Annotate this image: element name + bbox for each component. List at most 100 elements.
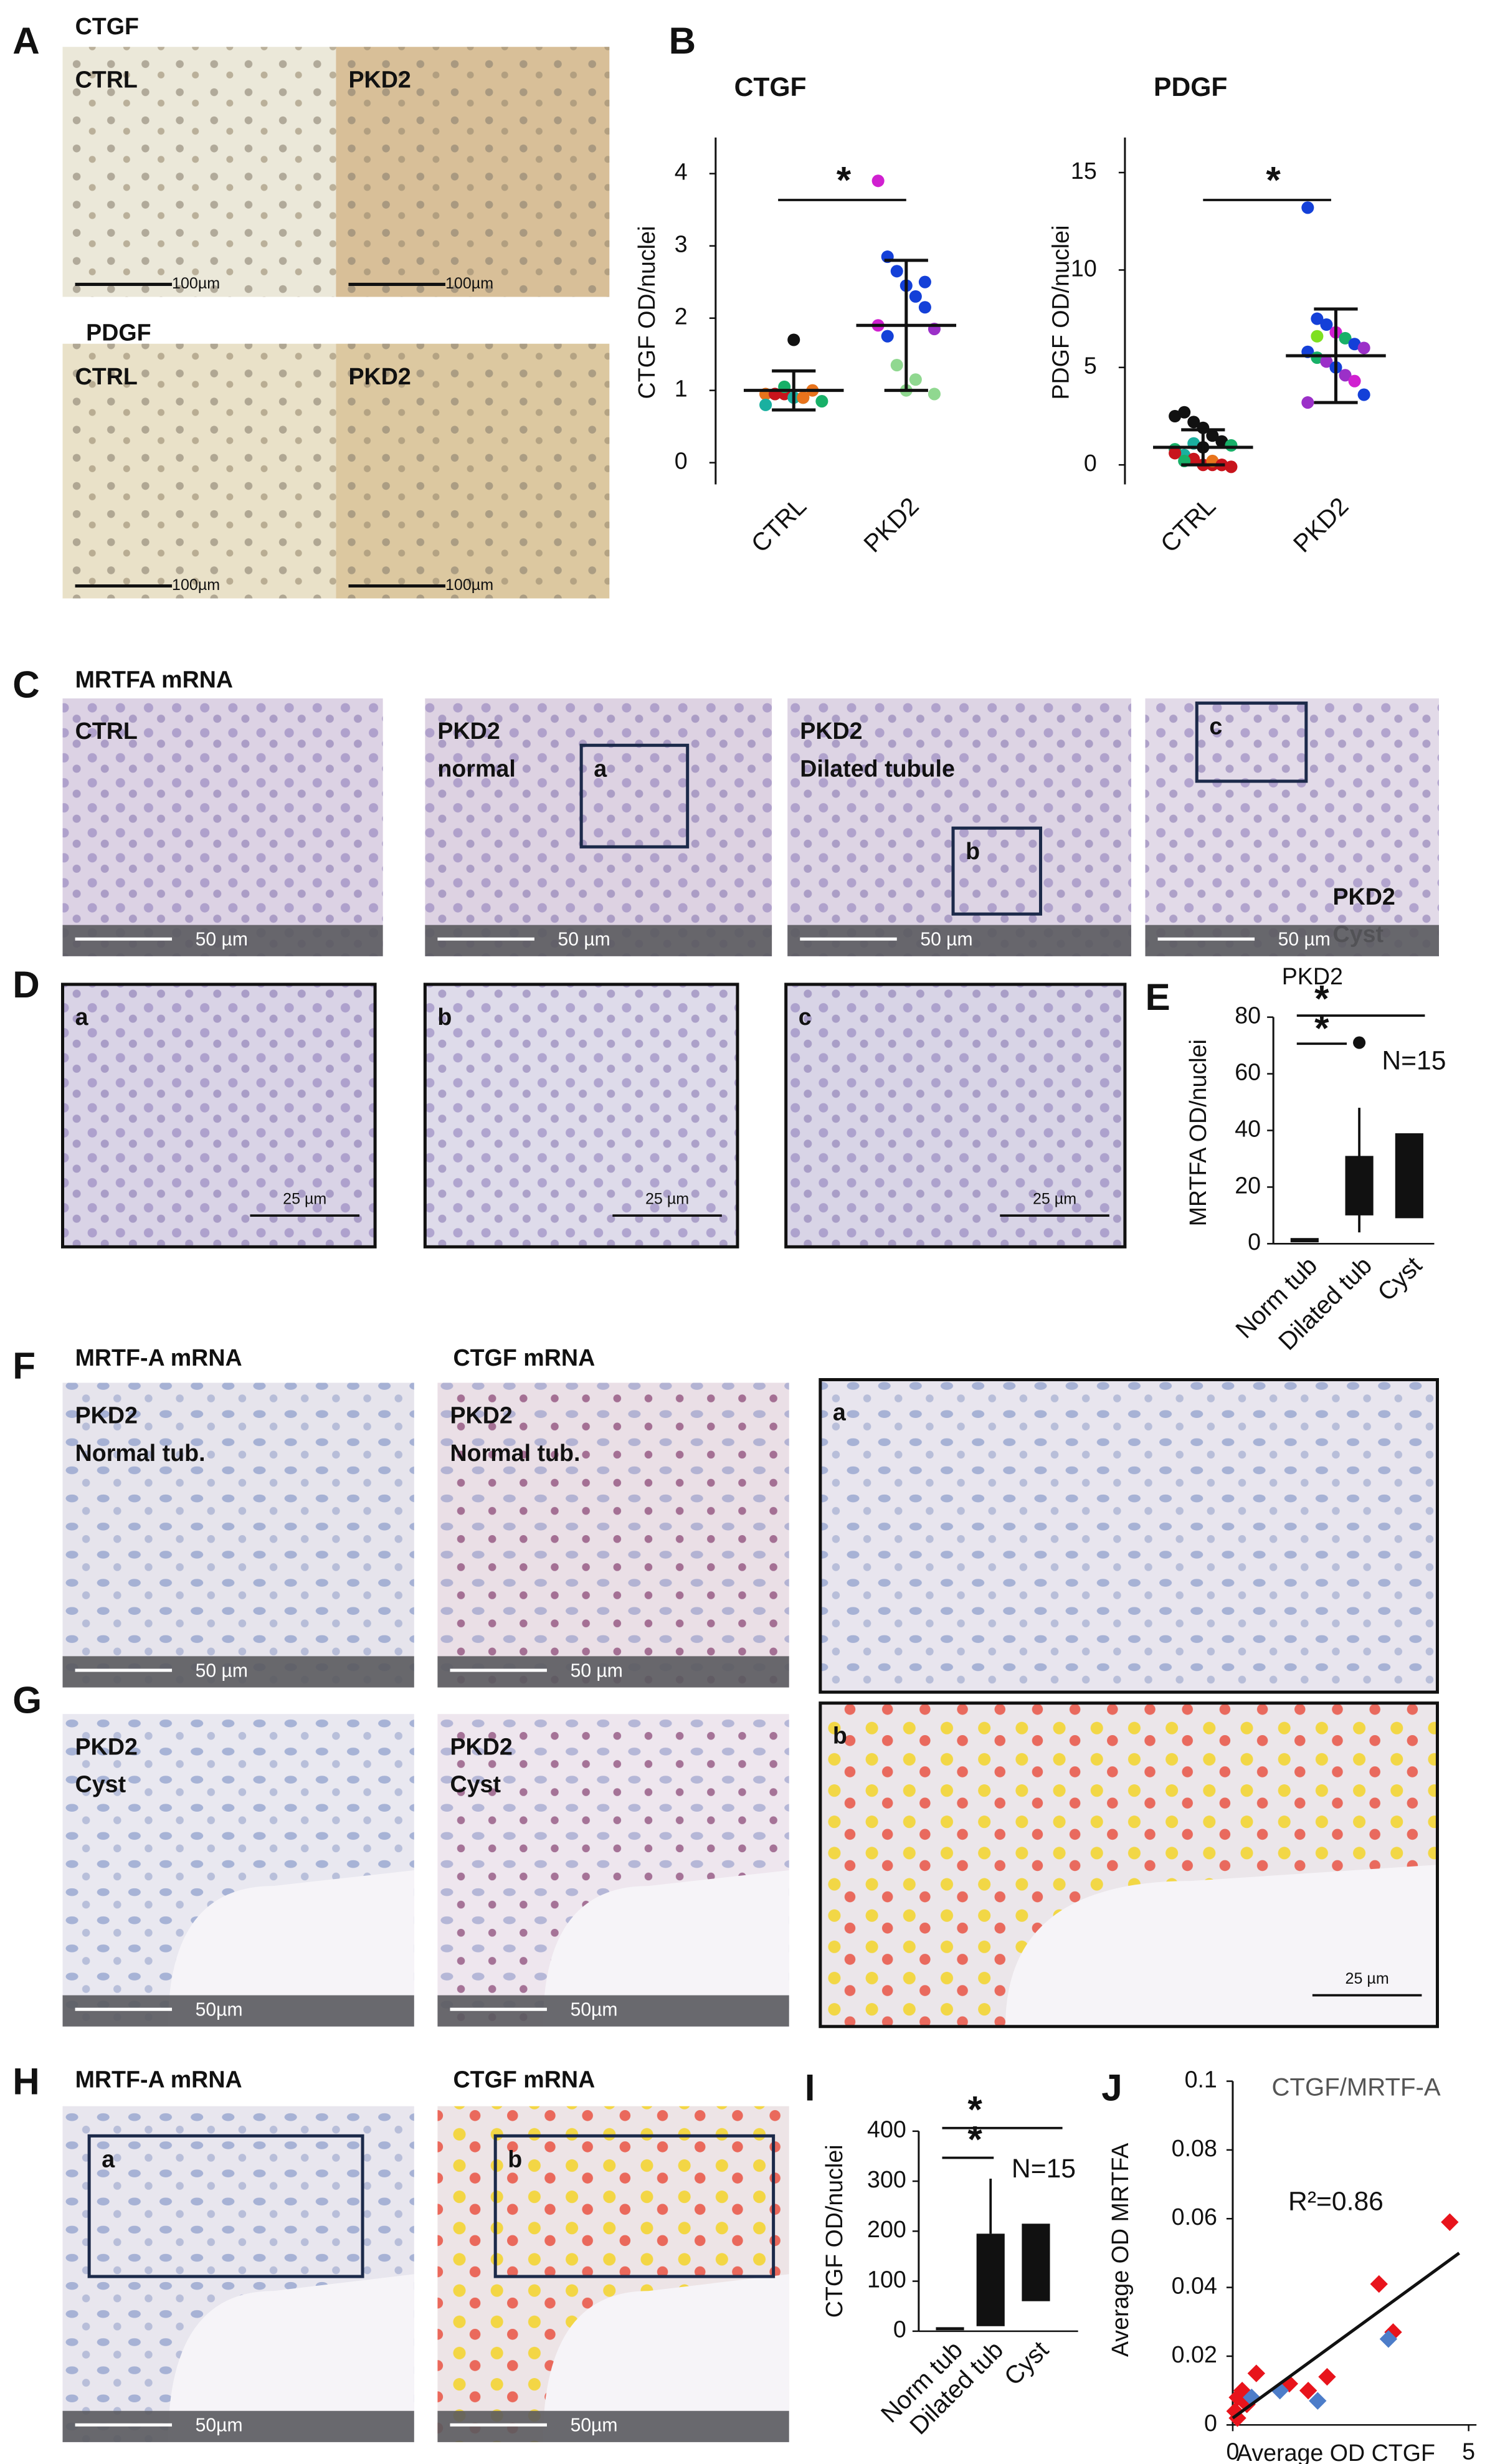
y-tick-label: 3	[675, 231, 688, 257]
panel-letter: I	[805, 2067, 815, 2109]
y-tick-label: 0.02	[1172, 2341, 1217, 2367]
y-tick-label: 400	[867, 2116, 906, 2143]
data-point	[1215, 435, 1228, 448]
data-point	[890, 265, 903, 278]
y-tick-label: 0	[1204, 2410, 1217, 2436]
x-tick-label: PKD2	[858, 492, 924, 558]
image-label: normal	[437, 755, 515, 781]
annotation: N=15	[1012, 2154, 1076, 2184]
scale-label: 25 µm	[1033, 1191, 1076, 1208]
y-axis-label: MRTFA OD/nuclei	[1185, 1039, 1211, 1226]
y-tick-label: 0.06	[1172, 2204, 1217, 2230]
data-point	[890, 359, 903, 372]
inset-label: a	[594, 755, 607, 781]
y-tick-label: 0	[1248, 1229, 1261, 1255]
image-label: PKD2	[437, 718, 500, 744]
data-point	[1247, 2364, 1266, 2382]
x-tick-label: Cyst	[999, 2336, 1054, 2391]
y-tick-label: 10	[1071, 255, 1097, 281]
panel-letter: C	[12, 664, 39, 705]
micrograph-texture	[820, 1379, 1438, 1693]
y-tick-label: 15	[1071, 158, 1097, 184]
data-point	[787, 333, 800, 346]
micrograph-texture	[437, 1382, 789, 1688]
x-tick-label: Cyst	[1372, 1251, 1428, 1306]
box	[1395, 1133, 1423, 1219]
panel-header: CTGF	[75, 13, 139, 39]
x-tick-label: CTRL	[746, 492, 812, 558]
y-axis-label: CTGF OD/nuclei	[821, 2144, 847, 2318]
micrograph-texture	[425, 698, 772, 956]
annotation: *	[967, 2089, 982, 2131]
image-border	[61, 982, 377, 1249]
micrograph-texture	[336, 47, 610, 297]
panel-header: CTGF mRNA	[453, 2066, 595, 2092]
lumen	[543, 2274, 789, 2442]
data-point	[1206, 429, 1219, 442]
image-label: PKD2	[800, 718, 862, 744]
annotation: N=15	[1382, 1046, 1446, 1076]
data-point	[1339, 331, 1352, 345]
annotation: *	[1314, 1007, 1329, 1049]
image-border	[423, 982, 739, 1249]
lumen	[168, 1870, 414, 2027]
panel-header: MRTF-A mRNA	[75, 2066, 242, 2092]
image-label: PKD2	[1332, 883, 1395, 910]
micrograph-texture	[336, 343, 610, 599]
data-point	[909, 290, 922, 303]
x-tick-label: 5	[1462, 2438, 1475, 2464]
data-point	[1301, 396, 1314, 409]
y-tick-label: 0	[893, 2316, 906, 2343]
image-label: c	[799, 1004, 812, 1030]
scale-label: 50µm	[196, 2000, 243, 2020]
scale-label: 100µm	[172, 275, 220, 292]
scale-label: 50 µm	[1278, 930, 1331, 950]
micrograph-texture	[425, 984, 738, 1247]
data-point	[1320, 318, 1333, 331]
inset-label: b	[508, 2146, 522, 2172]
annotation: *	[967, 2118, 982, 2160]
data-point	[1225, 439, 1238, 452]
scale-label: 100µm	[172, 576, 220, 594]
image-label: a	[75, 1004, 89, 1030]
image-label: PKD2	[75, 1402, 138, 1429]
image-label: CTRL	[75, 66, 138, 92]
y-tick-label: 60	[1235, 1059, 1261, 1085]
image-label: Normal tub.	[75, 1440, 206, 1466]
data-point	[1311, 312, 1324, 325]
x-tick-label: CTRL	[1155, 492, 1221, 558]
panel-header: PDGF	[86, 320, 151, 346]
lumen	[168, 2274, 414, 2442]
trendline	[1232, 2252, 1460, 2420]
micrograph-texture	[62, 698, 383, 956]
y-axis-label: CTGF OD/nuclei	[634, 226, 660, 399]
inset-box	[579, 743, 690, 849]
annotation: *	[1266, 159, 1281, 201]
micrograph-texture	[62, 1382, 414, 1688]
panel-letter: G	[12, 1680, 42, 1721]
lumen	[1005, 1865, 1438, 2027]
panel-header: MRTF-A mRNA	[75, 1344, 242, 1371]
data-point	[1169, 447, 1182, 460]
data-point	[1225, 460, 1238, 473]
data-point	[1169, 409, 1182, 423]
image-label: Normal tub.	[450, 1440, 580, 1466]
micrograph-texture	[62, 47, 336, 297]
y-tick-label: 0.04	[1172, 2273, 1217, 2299]
box	[1345, 1156, 1374, 1215]
chart-title: PKD2	[1282, 963, 1343, 989]
image-label: b	[437, 1004, 452, 1030]
y-axis-label: PDGF OD/nuclei	[1048, 226, 1074, 400]
inset-label: c	[1209, 713, 1222, 740]
data-point	[871, 174, 885, 188]
image-label: PKD2	[348, 363, 411, 389]
data-point	[1187, 452, 1200, 465]
panel-letter: H	[12, 2060, 39, 2102]
annotation: R²=0.86	[1288, 2186, 1384, 2216]
x-tick-label: PKD2	[1288, 492, 1354, 558]
y-tick-label: 5	[1084, 353, 1097, 379]
scale-label: 100µm	[445, 576, 493, 594]
data-point	[1311, 330, 1324, 343]
data-point	[1187, 416, 1200, 429]
data-point	[918, 275, 931, 288]
